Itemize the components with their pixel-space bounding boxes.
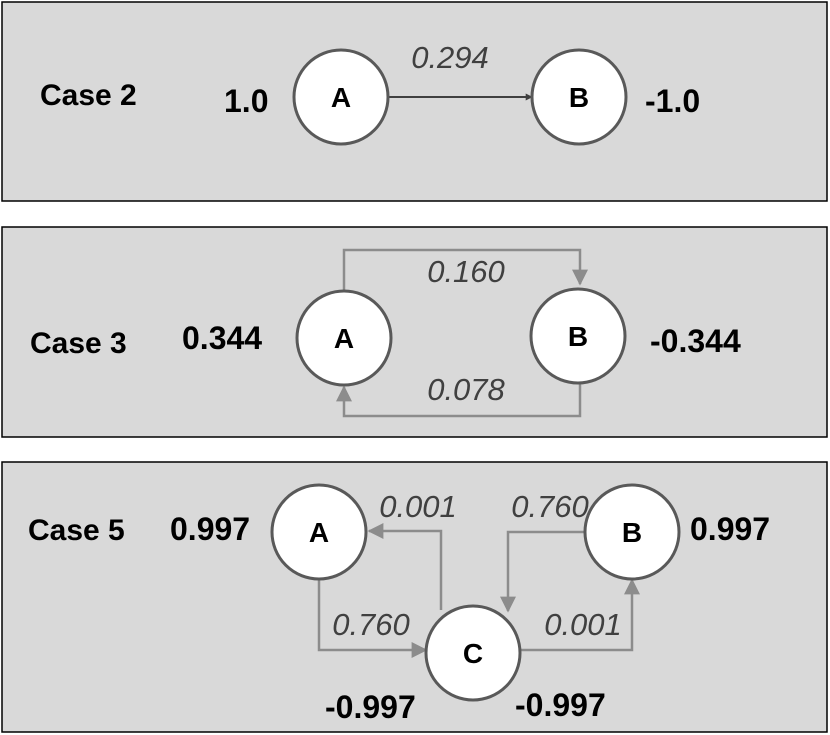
case-5-edge-c-to-a-label: 0.001 [379, 489, 457, 524]
case-3-value-b: -0.344 [650, 323, 741, 359]
case-5-node-c [424, 604, 522, 702]
case-3-edge-a-to-b [342, 248, 588, 290]
case-5-value-c-left: -0.997 [325, 689, 416, 725]
case-3-edge-b-to-a-label: 0.078 [427, 372, 505, 407]
case-2-background [1, 1, 828, 202]
case-5-value-a: 0.997 [170, 511, 250, 547]
case-3-edge-a-to-b-label: 0.160 [427, 254, 505, 289]
case-3-edge-b-to-a [336, 384, 582, 418]
case-2-title: Case 2 [40, 79, 137, 112]
case-5-node-b [583, 483, 681, 581]
case-5-node-a [270, 483, 368, 581]
case-5-edge-b-to-c [500, 530, 587, 613]
case-5-panel: Case 5 0.997 0.997 -0.997 -0.997 0.001 0… [1, 461, 828, 733]
case-2-node-a [292, 48, 390, 146]
case-5-node-b-label: B [622, 517, 642, 548]
case-5-node-a-label: A [309, 517, 329, 548]
case-2-edge-a-to-b-label: 0.294 [411, 40, 489, 75]
case-3-node-a-label: A [334, 323, 354, 354]
case-3-background [1, 226, 828, 438]
case-5-edge-b-to-c-label: 0.760 [511, 489, 589, 524]
case-2-node-b [530, 48, 628, 146]
case-2-node-b-label: B [569, 82, 589, 113]
case-2-value-b: -1.0 [645, 83, 700, 119]
case-5-value-b: 0.997 [690, 511, 770, 547]
case-3-title: Case 3 [30, 327, 127, 360]
case-5-node-c-label: C [463, 638, 483, 669]
case-5-value-c-right: -0.997 [515, 687, 606, 723]
case-2-value-a: 1.0 [224, 83, 268, 119]
case-2-panel: Case 2 1.0 -1.0 0.294 A B [1, 1, 828, 202]
case-5-edge-a-to-c [317, 579, 428, 658]
case-3-value-a: 0.344 [182, 320, 262, 356]
case-3-node-b-label: B [568, 321, 588, 352]
case-5-background [1, 461, 828, 733]
case-5-edge-c-to-b-label: 0.001 [544, 607, 622, 642]
case-3-node-b [529, 287, 627, 385]
case-5-edge-a-to-c-label: 0.760 [332, 607, 410, 642]
case-5-edge-c-to-b [520, 578, 640, 652]
case-3-node-a [295, 289, 393, 387]
case-3-panel: Case 3 0.344 -0.344 0.160 0.078 A B [1, 226, 828, 438]
case-5-title: Case 5 [28, 514, 125, 547]
case-5-edge-c-to-a [367, 523, 443, 610]
case-2-node-a-label: A [331, 82, 351, 113]
